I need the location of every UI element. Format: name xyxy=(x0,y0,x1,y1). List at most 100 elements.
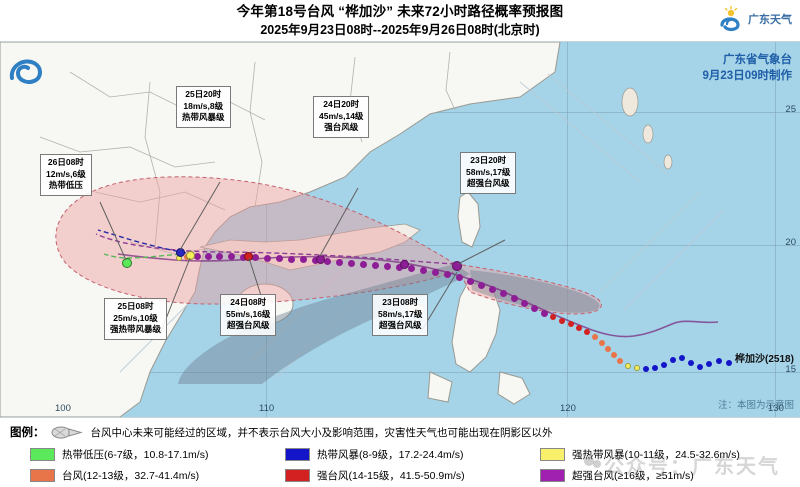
track-point xyxy=(205,253,212,260)
track-point xyxy=(688,360,694,366)
gridline-lat-20 xyxy=(0,245,800,246)
track-point xyxy=(511,295,518,302)
callout-wind: 58m/s,17级 xyxy=(378,308,423,319)
legend-item-severe-typhoon: 强台风(14-15级，41.5-50.9m/s) xyxy=(285,468,540,483)
forecast-cone-outer xyxy=(55,176,602,315)
track-point xyxy=(372,262,379,269)
legend-swatch xyxy=(540,448,565,461)
lon-label-110: 110 xyxy=(259,403,275,414)
legend-item-severe-tropical-storm: 强热带风暴(10-11级，24.5-32.6m/s) xyxy=(540,447,795,462)
track-point xyxy=(599,340,605,346)
legend-item-label: 强台风(14-15级，41.5-50.9m/s) xyxy=(317,470,465,482)
callout-wind: 12m/s,6级 xyxy=(46,168,86,179)
callout-23-08[interactable]: 23日08时 58m/s,17级 超强台风级 xyxy=(372,294,429,336)
callout-23-20[interactable]: 23日20时 58m/s,17级 超强台风级 xyxy=(460,152,517,194)
legend-title: 图例： xyxy=(10,427,45,439)
callout-grade: 超强台风级 xyxy=(378,320,422,330)
typhoon-swirl-icon xyxy=(4,50,46,95)
page-header: 今年第18号台风 “桦加沙” 未来72小时路径概率预报图 2025年9月23日0… xyxy=(0,0,800,42)
fp-marker-23-08[interactable] xyxy=(452,261,462,271)
track-point xyxy=(521,300,528,307)
track-point xyxy=(716,358,722,364)
callout-wind: 45m/s,14级 xyxy=(319,110,364,121)
track-point xyxy=(568,321,574,327)
track-point xyxy=(643,366,649,372)
track-point xyxy=(625,363,631,369)
track-point xyxy=(264,255,271,262)
legend-swatch xyxy=(285,469,310,482)
callout-wind: 18m/s,8级 xyxy=(183,100,224,111)
track-point xyxy=(559,318,565,324)
callout-25-20[interactable]: 25日20时 18m/s,8级 热带风暴级 xyxy=(176,86,231,128)
fp-marker-25-08[interactable] xyxy=(186,251,195,260)
callout-grade: 热带低压 xyxy=(48,180,83,190)
tc-name-label: 桦加沙(2518) xyxy=(735,354,794,365)
track-point xyxy=(216,253,223,260)
lat-label-20: 20 xyxy=(785,237,796,248)
track-point xyxy=(576,325,582,331)
track-point xyxy=(726,360,732,366)
track-point xyxy=(611,352,617,358)
watermark-dots-icon xyxy=(582,454,604,475)
legend-panel: 图例： 台风中心未来可能经过的区域，并不表示台风大小及影响范围，灾害性天气也可能… xyxy=(0,417,800,487)
callout-time: 26日08时 xyxy=(47,157,84,167)
track-point xyxy=(605,346,611,352)
track-point xyxy=(240,254,247,261)
track-point xyxy=(408,265,415,272)
title-block: 今年第18号台风 “桦加沙” 未来72小时路径概率预报图 2025年9月23日0… xyxy=(0,2,800,39)
fp-marker-26-08[interactable] xyxy=(122,258,132,268)
page-title: 今年第18号台风 “桦加沙” 未来72小时路径概率预报图 xyxy=(236,4,564,19)
track-point xyxy=(634,365,640,371)
fp-marker-23-20[interactable] xyxy=(400,260,409,269)
callout-25-08[interactable]: 25日08时 25m/s,10级 强热带风暴级 xyxy=(104,298,168,340)
track-point xyxy=(288,256,295,263)
fp-marker-24-20[interactable] xyxy=(244,252,253,261)
track-point xyxy=(324,258,331,265)
lon-label-120: 120 xyxy=(560,403,576,414)
track-point xyxy=(661,362,667,368)
callout-24-20[interactable]: 24日20时 45m/s,14级 强台风级 xyxy=(313,96,370,138)
track-point xyxy=(384,263,391,270)
track-point xyxy=(456,274,463,281)
lon-label-100: 100 xyxy=(55,403,71,414)
legend-swatch xyxy=(285,448,310,461)
callout-26-08[interactable]: 26日08时 12m/s,6级 热带低压 xyxy=(40,154,92,196)
callout-leaders xyxy=(99,181,506,335)
gridline-lon-120 xyxy=(567,42,568,417)
track-point xyxy=(276,255,283,262)
legend-item-label: 热带风暴(8-9级，17.2-24.4m/s) xyxy=(317,449,464,461)
track-point xyxy=(228,253,235,260)
map-canvas[interactable]: 26日08时 12m/s,6级 热带低压 25日20时 18m/s,8级 热带风… xyxy=(0,42,800,417)
callout-time: 23日08时 xyxy=(382,297,419,307)
track-point xyxy=(478,282,485,289)
track-point xyxy=(396,264,403,271)
office-name: 广东省气象台 xyxy=(723,54,792,66)
track-point xyxy=(467,278,474,285)
lat-label-25: 25 xyxy=(785,104,796,115)
track-point xyxy=(336,259,343,266)
track-point xyxy=(500,290,507,297)
legend-item-label: 台风(12-13级，32.7-41.4m/s) xyxy=(62,470,200,482)
callout-24-08[interactable]: 24日08时 55m/s,16级 超强台风级 xyxy=(220,294,277,336)
legend-item-tropical-storm: 热带风暴(8-9级，17.2-24.4m/s) xyxy=(285,447,540,462)
office-issue-time: 9月23日09时制作 xyxy=(702,70,792,82)
callout-grade: 强台风级 xyxy=(324,122,359,132)
callout-time: 24日20时 xyxy=(323,99,360,109)
callout-wind: 25m/s,10级 xyxy=(113,312,158,323)
track-point xyxy=(617,358,623,364)
track-point xyxy=(348,260,355,267)
track-point xyxy=(697,364,703,370)
lat-label-15: 15 xyxy=(785,364,796,375)
callout-grade: 热带风暴级 xyxy=(182,112,225,122)
callout-time: 23日20时 xyxy=(470,155,507,165)
callout-wind: 55m/s,16级 xyxy=(226,308,271,319)
gridline-lat-15 xyxy=(0,372,800,373)
callout-time: 24日08时 xyxy=(230,297,267,307)
brand: 广东天气 xyxy=(718,5,792,33)
callout-grade: 超强台风级 xyxy=(466,178,510,188)
legend-item-label: 强热带风暴(10-11级，24.5-32.6m/s) xyxy=(572,449,740,461)
track-point xyxy=(592,334,598,340)
legend-cone-note: 台风中心未来可能经过的区域，并不表示台风大小及影响范围，灾害性天气也可能出现在阴… xyxy=(90,426,553,439)
brand-label: 广东天气 xyxy=(748,14,792,26)
